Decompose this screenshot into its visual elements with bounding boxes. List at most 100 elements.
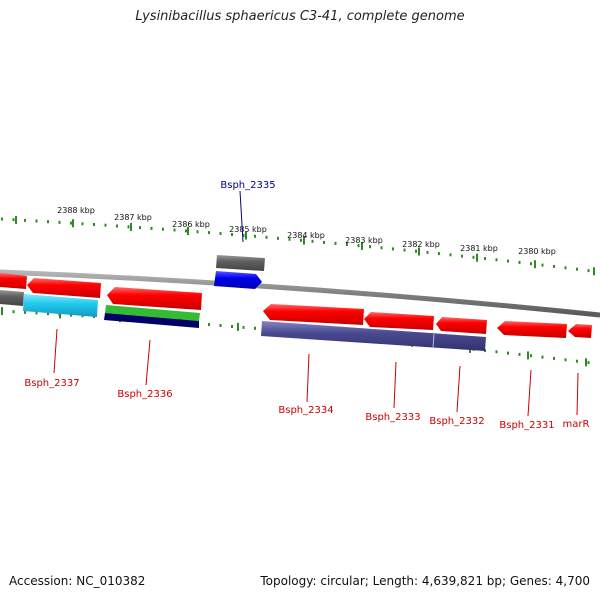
scale-tick-major [15, 215, 17, 224]
label-leader [456, 365, 461, 413]
scale-tick-major [303, 236, 305, 245]
cds-arrow-bsph-2335[interactable] [214, 271, 262, 289]
cds-arrow-marr[interactable] [568, 324, 592, 338]
scale-tick-minor [380, 246, 383, 250]
feature-bar-slate[interactable] [261, 321, 486, 351]
scale-tick-minor [139, 226, 141, 230]
gene-label-bsph-2336[interactable]: Bsph_2336 [117, 389, 172, 400]
gene-label-bsph-2335[interactable]: Bsph_2335 [220, 180, 275, 191]
scale-labels: 2388 kbp 2387 kbp 2386 kbp 2385 kbp 2384… [57, 206, 556, 256]
label-leader [527, 369, 532, 417]
scale-tick-minor [461, 254, 463, 258]
scale-tick-minor [231, 325, 233, 328]
scale-tick-minor [495, 258, 498, 262]
scale-tick-minor [403, 248, 406, 252]
scale-tick-minor [311, 239, 314, 243]
kbp-label: 2382 kbp [402, 240, 440, 249]
label-leader [145, 339, 151, 386]
gene-label-bsph-2337[interactable]: Bsph_2337 [24, 378, 79, 389]
cds-arrow-bsph-2334[interactable] [263, 304, 364, 325]
scale-tick-minor [507, 351, 509, 355]
scale-tick-minor [323, 240, 325, 244]
scale-tick-minor [196, 230, 199, 234]
feature-bar-green[interactable] [105, 305, 200, 321]
scale-tick-major [72, 219, 74, 228]
scale-tick-minor [127, 225, 130, 229]
scale-tick-minor [24, 218, 26, 222]
cds-arrow-bsph-2332[interactable] [436, 317, 487, 334]
scale-tick-major [534, 260, 536, 269]
scale-tick-minor [277, 236, 279, 240]
scale-tick-major [245, 231, 247, 240]
reverse-other-row [0, 290, 486, 351]
scale-tick-minor [484, 257, 486, 261]
feature-bar-bsph-2337[interactable] [23, 294, 98, 317]
gene-label-bsph-2333[interactable]: Bsph_2333 [365, 412, 420, 423]
scale-tick-minor [116, 224, 118, 228]
gene-bar-bsph-2335[interactable] [216, 255, 265, 271]
scale-tick-minor [265, 235, 268, 239]
reverse-labels: Bsph_2337 Bsph_2336 Bsph_2334 Bsph_2333 … [24, 328, 590, 431]
scale-tick-minor [507, 259, 509, 263]
genome-summary-text: Topology: circular; Length: 4,639,821 bp… [260, 574, 590, 588]
cds-arrow-bsph-2333[interactable] [364, 312, 434, 330]
label-leader [306, 353, 310, 403]
cds-arrow-bsph-2331[interactable] [497, 321, 567, 338]
scale-tick-major [1, 307, 3, 316]
scale-tick-minor [530, 354, 532, 358]
scale-tick-minor [553, 356, 555, 360]
scale-tick-minor [242, 325, 245, 329]
accession-text: Accession: NC_010382 [9, 574, 146, 588]
scale-tick-minor [564, 358, 567, 362]
scale-tick-minor [254, 234, 256, 238]
scale-tick-minor [47, 312, 49, 316]
scale-tick-minor [58, 220, 61, 224]
scale-tick-major [585, 358, 587, 367]
scale-tick-minor [564, 266, 567, 270]
scale-tick-minor [93, 223, 95, 226]
feature-bar-divider [432, 333, 435, 349]
scale-tick-major [361, 241, 363, 250]
scale-tick-minor [357, 244, 360, 248]
scale-tick-minor [150, 226, 153, 230]
scale-tick-minor [587, 361, 590, 365]
scale-tick-minor [472, 255, 475, 259]
scale-tick-minor [1, 217, 3, 221]
cds-arrow-bsph-2336[interactable] [107, 287, 202, 310]
scale-tick-minor [426, 250, 429, 254]
scale-tick-minor [392, 247, 394, 251]
gene-label-bsph-2331[interactable]: Bsph_2331 [499, 420, 554, 431]
kbp-label: 2384 kbp [287, 231, 325, 240]
scale-tick-minor [242, 233, 245, 237]
scale-tick-minor [70, 313, 72, 317]
scale-tick-minor [12, 310, 15, 314]
scale-tick-major [237, 322, 239, 331]
map-title: Lysinibacillus sphaericus C3-41, complet… [135, 9, 465, 24]
cds-arrow-left-edge[interactable] [0, 273, 27, 289]
scale-tick-minor [438, 252, 440, 256]
scale-tick-major [187, 227, 189, 235]
feature-bar-navy[interactable] [104, 313, 199, 328]
scale-tick-minor [12, 218, 15, 222]
gene-label-bsph-2332[interactable]: Bsph_2332 [429, 416, 484, 427]
scale-tick-minor [104, 223, 107, 227]
label-leader [576, 372, 579, 416]
kbp-label: 2387 kbp [114, 213, 152, 222]
cds-arrow-bsph-2337[interactable] [27, 278, 101, 298]
scale-tick-minor [346, 243, 348, 246]
gene-bar-left-edge[interactable] [0, 290, 24, 306]
scale-tick-minor [415, 249, 417, 253]
scale-tick-minor [81, 222, 84, 226]
genome-backbone [0, 269, 600, 318]
scale-tick-major [59, 310, 61, 319]
label-leader [393, 361, 397, 409]
scale-tick-minor [518, 352, 521, 356]
gene-label-marr[interactable]: marR [563, 419, 590, 430]
kbp-label: 2385 kbp [229, 225, 267, 234]
gene-label-bsph-2334[interactable]: Bsph_2334 [278, 405, 333, 416]
scale-ticks-upper [1, 215, 595, 276]
scale-tick-minor [35, 219, 38, 223]
scale-tick-major [418, 247, 420, 256]
reverse-cds-row [0, 273, 592, 338]
